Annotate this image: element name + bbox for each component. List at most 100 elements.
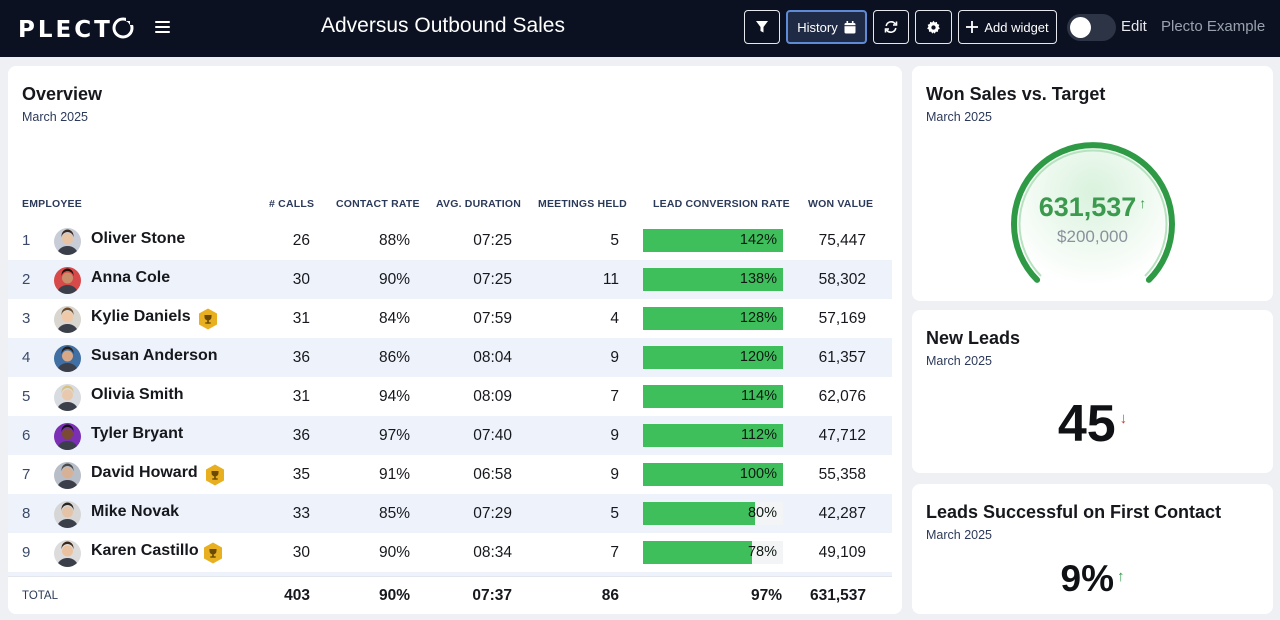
row-rank: 7 [22, 466, 31, 483]
meetings-value: 7 [610, 388, 619, 405]
lead-conversion-fill [643, 346, 783, 369]
lead-conversion-value: 138% [739, 271, 777, 287]
employee-name[interactable]: Mike Novak [91, 503, 180, 520]
meetings-value: 4 [610, 310, 619, 327]
svg-text:PLECT: PLECT [18, 17, 113, 40]
calls-value: 36 [292, 349, 310, 366]
leads-success-widget: Leads Successful on First Contact March … [912, 484, 1273, 614]
lead-conversion-fill [643, 268, 783, 291]
trend-up-icon: ↑ [1139, 195, 1147, 211]
col-employee[interactable]: EMPLOYEE [22, 198, 82, 210]
gauge-glow [1015, 146, 1171, 286]
won-sales-title: Won Sales vs. Target [926, 84, 1106, 104]
calls-value: 31 [292, 310, 310, 327]
avg-duration-value: 08:04 [473, 349, 512, 366]
avatar[interactable] [54, 384, 81, 411]
table-row[interactable]: 5 Olivia Smith 31 94% 08:09 7 114% 62,076 [8, 377, 892, 416]
table-row[interactable]: 4 Susan Anderson 36 86% 08:04 9 120% 61,357 [8, 338, 892, 377]
new-leads-number: 45 [1057, 395, 1116, 453]
edit-label: Edit [1121, 18, 1147, 35]
refresh-icon [884, 21, 898, 33]
settings-button[interactable] [915, 10, 952, 44]
won-sales-number: 631,537 [1038, 192, 1137, 222]
col-contact-rate[interactable]: CONTACT RATE [336, 198, 420, 210]
avatar[interactable] [54, 228, 81, 255]
total-meetings: 86 [601, 587, 619, 604]
contact-rate-value: 86% [378, 349, 410, 366]
avg-duration-value: 07:29 [473, 505, 512, 522]
avg-duration-value: 07:25 [473, 232, 512, 249]
employee-name[interactable]: Anna Cole [91, 269, 171, 286]
contact-rate-value: 91% [378, 466, 410, 483]
plus-icon [966, 21, 979, 33]
calls-value: 36 [292, 427, 310, 444]
row-rank: 8 [22, 505, 31, 522]
top-bar: PLECT Adversus Outbound Sales History Ad… [0, 0, 1280, 57]
new-leads-title: New Leads [926, 328, 1021, 348]
table-body: 1 Oliver Stone 26 88% 07:25 5 142% 75,447 2 Anna … [8, 221, 892, 614]
avatar[interactable] [54, 501, 81, 528]
employee-name[interactable]: David Howard [91, 464, 198, 481]
won-value: 47,712 [818, 427, 866, 444]
table-row[interactable]: 2 Anna Cole 30 90% 07:25 11 138% 58,302 [8, 260, 892, 299]
table-row[interactable]: 6 Tyler Bryant 36 97% 07:40 9 112% 47,712 [8, 416, 892, 455]
col-meetings-held[interactable]: MEETINGS HELD [538, 198, 627, 210]
employee-name[interactable]: Oliver Stone [91, 230, 186, 247]
plecto-logo[interactable]: PLECT [18, 13, 136, 43]
contact-rate-value: 88% [378, 232, 410, 249]
add-widget-label: Add widget [984, 19, 1049, 35]
lead-conversion-bar: 120% [643, 346, 783, 369]
dashboard-title: Adversus Outbound Sales [321, 14, 565, 37]
hamburger-menu-icon[interactable] [155, 17, 171, 39]
employee-name[interactable]: Tyler Bryant [91, 425, 184, 442]
lead-conversion-bar: 100% [643, 463, 783, 486]
trophy-badge-icon [205, 464, 225, 486]
new-leads-period: March 2025 [926, 354, 993, 368]
col-calls[interactable]: # CALLS [269, 198, 315, 210]
employee-name[interactable]: Karen Castillo [91, 542, 199, 559]
avatar[interactable] [54, 345, 81, 372]
employee-name[interactable]: Olivia Smith [91, 386, 184, 403]
gauge-arc [1011, 142, 1175, 283]
col-won-value[interactable]: WON VALUE [808, 198, 874, 210]
leads-success-value: 9% ↑ [912, 558, 1273, 600]
history-button[interactable]: History [786, 10, 867, 44]
lead-conversion-bar: 112% [643, 424, 783, 447]
employee-name[interactable]: Susan Anderson [91, 347, 218, 364]
totals-label: TOTAL [22, 590, 58, 602]
table-row[interactable]: 3 Kylie Daniels 31 84% 07:59 4 128% 57,169 [8, 299, 892, 338]
total-lead-conversion: 97% [750, 587, 782, 604]
table-row[interactable]: 8 Mike Novak 33 85% 07:29 5 80% 42,287 [8, 494, 892, 533]
employee-name[interactable]: Kylie Daniels [91, 308, 191, 325]
filter-button[interactable] [744, 10, 780, 44]
col-lead-conversion-rate[interactable]: LEAD CONVERSION RATE [653, 198, 790, 210]
table-row[interactable]: 7 David Howard 35 91% 06:58 9 100% 55,358 [8, 455, 892, 494]
contact-rate-value: 90% [378, 544, 410, 561]
meetings-value: 7 [610, 544, 619, 561]
total-won-value: 631,537 [809, 587, 866, 604]
account-name[interactable]: Plecto Example [1161, 18, 1266, 35]
add-widget-button[interactable]: Add widget [958, 10, 1057, 44]
avg-duration-value: 07:25 [473, 271, 512, 288]
table-row[interactable]: 9 Karen Castillo 30 90% 08:34 7 78% 49,109 [8, 533, 892, 572]
lead-conversion-bar: 142% [643, 229, 783, 252]
row-rank: 5 [22, 388, 31, 405]
avatar[interactable] [54, 423, 81, 450]
row-rank: 9 [22, 544, 31, 561]
table-row[interactable]: 1 Oliver Stone 26 88% 07:25 5 142% 75,447 [8, 221, 892, 260]
sales-gauge [1011, 142, 1175, 286]
avatar[interactable] [54, 462, 81, 489]
col-avg-duration[interactable]: AVG. DURATION [436, 198, 522, 210]
refresh-button[interactable] [873, 10, 909, 44]
lead-conversion-bar: 80% [643, 502, 783, 525]
lead-conversion-value: 78% [747, 544, 777, 560]
edit-toggle[interactable] [1067, 14, 1116, 41]
avatar[interactable] [54, 306, 81, 333]
total-contact-rate: 90% [378, 587, 410, 604]
avatar[interactable] [54, 267, 81, 294]
new-leads-value: 45 ↓ [912, 394, 1273, 454]
lead-conversion-fill [643, 307, 783, 330]
calendar-icon [844, 20, 856, 33]
toggle-knob [1070, 17, 1091, 38]
avatar[interactable] [54, 540, 81, 567]
